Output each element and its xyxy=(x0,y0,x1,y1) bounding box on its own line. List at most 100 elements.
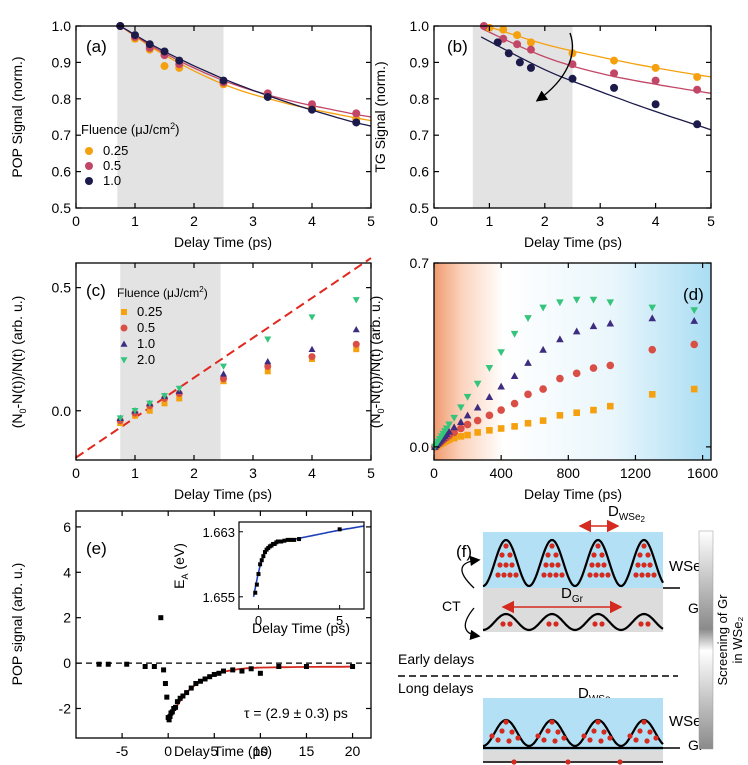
carrier-dot xyxy=(641,562,647,568)
long-delays-label: Long delays xyxy=(398,680,474,696)
y-label-sub: 0 xyxy=(376,408,386,413)
carrier-dot xyxy=(509,562,515,568)
carrier-dot xyxy=(541,572,547,578)
gr-layer-late xyxy=(483,750,663,763)
data-point xyxy=(524,419,532,427)
legend-title-part: Fluence (μJ/cm xyxy=(81,122,170,137)
inset-y-tick-label: 1.655 xyxy=(202,590,235,605)
y-tick-label: 2 xyxy=(63,610,71,626)
carrier-dot xyxy=(543,562,549,568)
carrier-dot xyxy=(507,552,513,558)
carrier-dot xyxy=(506,738,512,744)
carrier-dot xyxy=(545,728,551,734)
data-point xyxy=(353,346,360,353)
x-tick-label: 5 xyxy=(367,465,375,481)
inset-y-label-sub: A xyxy=(180,573,190,579)
panel-label: (e) xyxy=(86,539,107,558)
data-point xyxy=(556,335,564,343)
data-point xyxy=(690,340,699,349)
data-point xyxy=(606,299,615,307)
data-point xyxy=(504,49,513,58)
carrier-dot xyxy=(495,737,501,743)
carrier-dot xyxy=(503,543,509,549)
data-point xyxy=(556,374,564,383)
data-point xyxy=(497,425,505,432)
data-point xyxy=(648,314,657,322)
carrier-dot xyxy=(515,735,521,741)
data-point xyxy=(220,370,227,377)
data-point xyxy=(497,382,505,390)
legend-marker xyxy=(120,324,128,332)
early-delays-label: Early delays xyxy=(398,651,474,667)
carrier-dot xyxy=(559,572,565,578)
x-axis-label: Delay Time (ps) xyxy=(174,486,272,502)
data-point xyxy=(573,409,580,417)
y-label-part: (N xyxy=(367,414,383,429)
data-point xyxy=(161,393,168,400)
data-point xyxy=(202,676,208,682)
inset-data-point xyxy=(279,539,284,544)
carrier-dot xyxy=(549,562,555,568)
data-point xyxy=(556,412,564,419)
data-point xyxy=(693,85,702,94)
carrier-dot xyxy=(507,621,513,627)
y-tick-label: 0.7 xyxy=(410,255,430,271)
x-tick-label: 15 xyxy=(299,743,315,759)
y-tick-label: -2 xyxy=(59,700,72,716)
data-point xyxy=(450,414,458,422)
y-label-part: (N xyxy=(9,414,25,429)
panel-label: (b) xyxy=(447,37,468,56)
inset-data-point xyxy=(292,537,297,542)
x-tick-label: 1 xyxy=(131,213,139,229)
y-axis-label: (N0-N(t))/N(t) (arb. u.) xyxy=(9,296,28,429)
x-tick-label: 1 xyxy=(131,465,139,481)
panel-f-label: (f) xyxy=(456,542,472,561)
carrier-dot xyxy=(595,543,601,549)
x-axis-label: Delay Time (ps) xyxy=(524,486,622,502)
carrier-dot xyxy=(495,572,501,578)
carrier-dot xyxy=(598,738,604,744)
data-point xyxy=(510,372,519,379)
carrier-dot xyxy=(607,735,613,741)
data-point xyxy=(473,380,482,388)
x-tick-label: 0 xyxy=(72,213,80,229)
data-point xyxy=(610,56,619,65)
y-tick-label: 0 xyxy=(63,655,71,671)
carrier-dot xyxy=(641,543,647,549)
data-point xyxy=(568,60,577,69)
inset-y-axis-label: EA (eV) xyxy=(171,543,190,589)
data-point xyxy=(526,38,535,47)
carrier-dot xyxy=(513,572,519,578)
ct-arrow-down xyxy=(464,607,481,641)
x-tick-label: 1200 xyxy=(620,465,651,481)
carrier-dot xyxy=(547,572,553,578)
data-point xyxy=(173,704,179,710)
data-point xyxy=(485,393,494,400)
data-point xyxy=(510,399,519,408)
y-axis-label: POP Signal (norm.) xyxy=(9,56,25,177)
x-tick-label: 4 xyxy=(308,213,316,229)
inset-data-point xyxy=(256,572,261,577)
x-tick-label: 2 xyxy=(541,213,549,229)
data-point xyxy=(526,63,535,72)
carrier-dot xyxy=(645,621,651,627)
carrier-dot xyxy=(639,572,645,578)
x-tick-label: 0 xyxy=(430,213,438,229)
carrier-dot xyxy=(633,572,639,578)
data-point xyxy=(239,668,245,674)
inset-x-tick-label: 0 xyxy=(255,613,262,628)
data-point xyxy=(276,663,282,669)
carrier-dot xyxy=(553,572,559,578)
carrier-dot xyxy=(617,759,623,765)
carrier-dot xyxy=(499,728,505,734)
data-point xyxy=(693,72,702,81)
data-point xyxy=(264,336,272,343)
data-point xyxy=(264,358,272,365)
data-point xyxy=(457,418,465,425)
data-point xyxy=(450,434,458,442)
wse2-layer-early xyxy=(483,532,663,588)
carrier-dot xyxy=(637,728,643,734)
fit-curve-1.0 xyxy=(480,36,712,131)
linear-fit-line xyxy=(75,257,372,459)
